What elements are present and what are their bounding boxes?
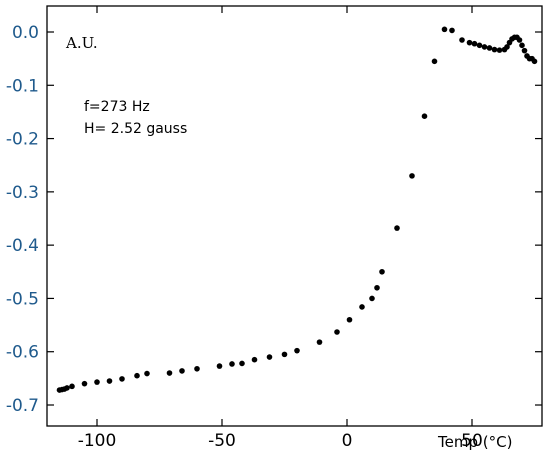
data-point [334, 329, 340, 335]
y-tick-label: -0.1 [6, 76, 39, 96]
data-point [81, 380, 88, 387]
data-point [409, 173, 415, 179]
data-point [531, 58, 538, 65]
data-point [431, 58, 438, 65]
y-tick-label: -0.4 [6, 236, 39, 256]
data-points [56, 26, 538, 393]
y-tick-label: -0.7 [6, 396, 39, 416]
y-axis-ticks: 0.0 -0.1 -0.2 -0.3 -0.4 -0.5 -0.6 -0.7 [6, 23, 542, 416]
data-point [471, 40, 478, 47]
data-point [119, 376, 125, 382]
data-point [394, 225, 400, 231]
data-point [346, 316, 353, 323]
data-point [449, 27, 455, 34]
data-point [251, 356, 258, 363]
data-point [294, 347, 300, 354]
data-point [229, 361, 235, 367]
x-tick-label: -50 [208, 431, 236, 451]
data-point [521, 47, 528, 54]
data-point [239, 360, 245, 367]
y-tick-label: -0.5 [6, 289, 39, 309]
data-point [266, 354, 273, 360]
x-axis-title: Temp (°C) [437, 433, 512, 451]
data-point [519, 42, 525, 49]
data-point [504, 44, 510, 50]
data-point [166, 370, 173, 376]
y-axis-title: A.U. [65, 34, 98, 52]
plot-frame [46, 5, 543, 427]
data-point [64, 385, 70, 391]
x-tick-label: -100 [78, 431, 117, 451]
annotation-field: H= 2.52 gauss [84, 121, 187, 137]
data-point [379, 268, 385, 275]
data-point [496, 47, 503, 53]
data-point [359, 304, 365, 310]
y-tick-label: -0.2 [6, 130, 39, 150]
y-tick-label: -0.6 [6, 343, 39, 363]
annotation-frequency: f=273 Hz [84, 99, 150, 115]
data-point [481, 44, 488, 50]
data-point [459, 37, 465, 43]
data-point [369, 295, 375, 302]
data-point [476, 42, 483, 49]
plot-area-border [46, 5, 543, 427]
data-point [466, 39, 473, 46]
data-point [281, 351, 288, 358]
data-point [106, 378, 113, 384]
data-point [516, 37, 523, 43]
data-point [134, 372, 140, 379]
x-tick-label: 0 [342, 431, 353, 451]
y-tick-label: -0.3 [6, 183, 39, 203]
data-point [486, 45, 493, 51]
x-tick-label: 50 [461, 431, 483, 451]
data-point [374, 284, 380, 291]
data-point [194, 365, 200, 372]
y-tick-label: 0.0 [12, 23, 39, 43]
data-point [179, 368, 185, 374]
data-point [441, 26, 448, 33]
data-point [491, 46, 498, 53]
data-point [316, 339, 323, 345]
data-point [69, 383, 75, 390]
data-point [216, 363, 223, 369]
data-point [421, 113, 428, 119]
x-axis-ticks: -100 -50 0 50 [78, 6, 483, 451]
data-point [144, 370, 150, 377]
data-point [94, 379, 100, 385]
